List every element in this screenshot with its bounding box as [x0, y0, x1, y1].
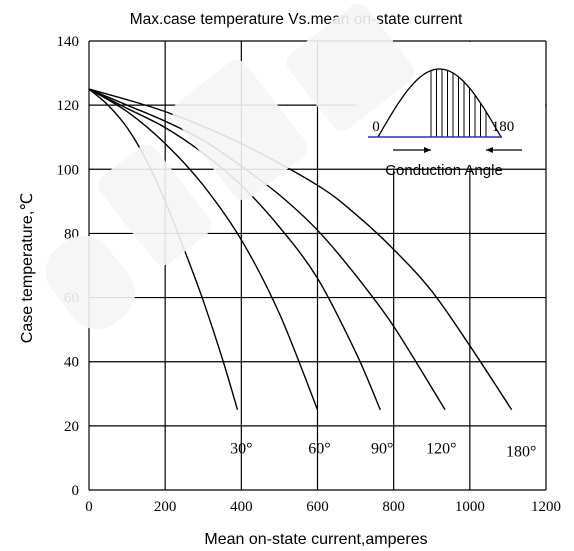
inset-label-zero: 0	[372, 119, 380, 135]
series-label: 60°	[308, 440, 330, 457]
series-label: 120°	[426, 440, 456, 457]
conduction-angle-inset: 0 180 Conduction Angle	[368, 68, 522, 179]
y-tick-label: 0	[72, 483, 80, 499]
inset-label-180: 180	[492, 119, 515, 135]
series-labels: 30° 60° 90° 120° 180°	[230, 440, 536, 460]
x-axis-label: Mean on-state current,amperes	[204, 531, 427, 548]
x-tick-label: 1200	[531, 499, 561, 515]
y-tick-label: 80	[64, 226, 79, 242]
y-tick-label: 20	[64, 419, 79, 435]
inset-background	[356, 42, 545, 169]
x-tick-label: 600	[306, 499, 329, 515]
x-tick-label: 0	[85, 499, 93, 515]
inset-caption: Conduction Angle	[385, 162, 503, 179]
chart-title: Max.case temperature Vs.mean on-state cu…	[130, 11, 463, 28]
conduction-hatching	[430, 69, 487, 137]
y-tick-label: 60	[64, 291, 79, 307]
x-tick-label: 800	[382, 499, 405, 515]
series-label: 180°	[506, 444, 536, 461]
y-tick-label: 100	[57, 162, 80, 178]
inset-box	[356, 42, 545, 169]
x-tick-label: 200	[154, 499, 177, 515]
series-label: 30°	[230, 440, 252, 457]
y-tick-label: 40	[64, 355, 79, 371]
y-axis-label: Case temperature,℃	[19, 193, 36, 344]
x-axis-ticks: 0 200 400 600 800 1000 1200	[85, 499, 561, 515]
x-tick-label: 400	[230, 499, 253, 515]
arrow-head-left	[424, 147, 431, 153]
y-tick-label: 120	[57, 98, 80, 114]
arrow-head-right	[486, 147, 493, 153]
y-axis-ticks: 0 20 40 60 80 100 120 140	[57, 34, 80, 499]
y-tick-label: 140	[57, 34, 80, 50]
series-label: 90°	[371, 440, 393, 457]
x-tick-label: 1000	[455, 499, 485, 515]
